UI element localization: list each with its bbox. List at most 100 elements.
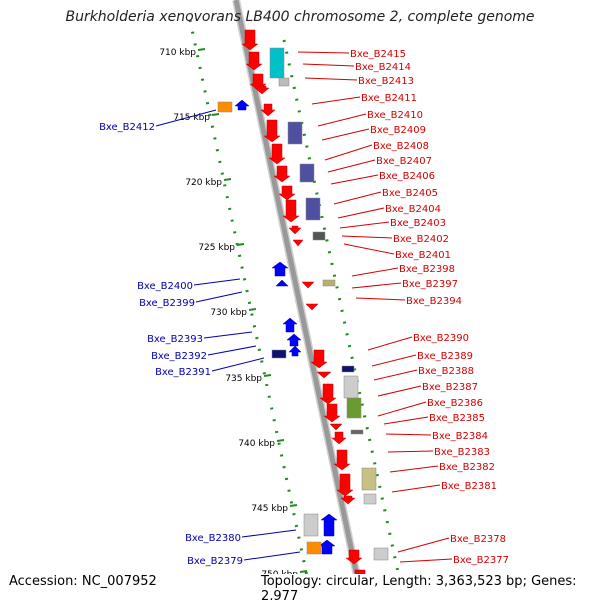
gene-label-leader — [385, 433, 432, 436]
feature-block — [271, 349, 287, 359]
topology-value: circular — [325, 574, 375, 589]
feature-block — [363, 493, 377, 505]
forward-gene-label: Bxe_B2397 — [402, 279, 458, 290]
forward-gene-label: Bxe_B2409 — [370, 125, 426, 136]
forward-gene-arrow — [273, 165, 291, 183]
forward-gene-label: Bxe_B2387 — [422, 382, 478, 393]
gene-label-leader — [341, 235, 393, 239]
forward-gene-arrow — [245, 51, 263, 71]
forward-gene-label: Bxe_B2378 — [450, 534, 506, 545]
feature-block — [373, 547, 389, 561]
forward-gene-label: Bxe_B2381 — [441, 481, 497, 492]
forward-gene-label: Bxe_B2414 — [355, 62, 411, 73]
gene-label-leader — [377, 385, 422, 397]
backbone-line — [233, 0, 365, 600]
ruler-tick — [276, 439, 285, 442]
gene-label-leader — [155, 109, 217, 127]
forward-gene-arrow — [278, 185, 296, 201]
forward-gene-label: Bxe_B2377 — [453, 555, 509, 566]
gene-label-leader — [355, 297, 406, 301]
forward-gene-label: Bxe_B2404 — [385, 204, 441, 215]
ruler-tick — [289, 504, 298, 507]
genes-value: 2,977 — [261, 589, 299, 600]
ruler-label: 715 kbp — [173, 113, 210, 123]
gene-label-leader — [383, 416, 429, 425]
feature-block — [278, 77, 290, 87]
reverse-gene-label: Bxe_B2412 — [99, 122, 155, 133]
reverse-gene-label: Bxe_B2399 — [139, 298, 195, 309]
reverse-gene-label: Bxe_B2391 — [155, 367, 211, 378]
forward-gene-arrow — [301, 281, 315, 289]
gene-label-leader — [211, 357, 265, 372]
gene-label-leader — [203, 331, 253, 339]
forward-gene-label: Bxe_B2389 — [417, 351, 473, 362]
gene-label-leader — [330, 174, 379, 185]
feature-block — [350, 429, 364, 435]
forward-gene-arrow — [345, 549, 363, 565]
ruler-label: 740 kbp — [238, 439, 275, 449]
gene-label-leader — [297, 51, 350, 54]
ruler-dots-0 — [188, 19, 314, 600]
ruler-tick — [197, 48, 206, 51]
feature-block — [322, 279, 336, 287]
forward-gene-label: Bxe_B2383 — [434, 447, 490, 458]
feature-block — [361, 467, 377, 491]
forward-gene-arrow — [260, 103, 276, 117]
feature-block — [303, 513, 319, 537]
gene-label-leader — [195, 291, 243, 303]
reverse-gene-arrow — [318, 539, 336, 555]
map-title: Burkholderia xenovorans LB400 chromosome… — [65, 9, 535, 25]
forward-gene-label: Bxe_B2401 — [395, 250, 451, 261]
feature-block — [217, 101, 233, 113]
forward-gene-label: Bxe_B2415 — [350, 49, 406, 60]
ruler-tick — [248, 308, 257, 311]
forward-gene-label: Bxe_B2411 — [361, 93, 417, 104]
ruler-label: 725 kbp — [198, 243, 235, 253]
length-label: Length: — [382, 574, 432, 589]
forward-gene-label: Bxe_B2413 — [358, 76, 414, 87]
forward-gene-label: Bxe_B2405 — [382, 188, 438, 199]
ruler-tick — [223, 178, 232, 181]
gene-label-leader — [317, 113, 367, 127]
forward-gene-arrow — [319, 383, 337, 405]
forward-gene-arrow — [282, 199, 300, 223]
gene-label-leader — [241, 529, 297, 538]
gene-label-leader — [397, 537, 450, 553]
gene-label-leader — [343, 243, 395, 255]
feature-block — [299, 163, 315, 183]
accession-text: Accession: NC_007952 — [6, 574, 160, 589]
ruler-label: 735 kbp — [225, 374, 262, 384]
genome-stats-text: Topology: circular, Length: 3,363,523 bp… — [258, 574, 600, 600]
feature-block — [346, 397, 362, 419]
forward-gene-arrow — [329, 423, 343, 431]
forward-gene-label: Bxe_B2385 — [429, 413, 485, 424]
gene-label-leader — [377, 401, 427, 417]
gene-label-leader — [399, 558, 453, 563]
gene-label-leader — [373, 369, 418, 381]
reverse-gene-label: Bxe_B2379 — [187, 556, 243, 567]
accession-label: Accession: — [9, 574, 78, 589]
forward-gene-label: Bxe_B2403 — [390, 218, 446, 229]
feature-block — [341, 365, 355, 373]
forward-gene-arrow — [310, 349, 328, 369]
gene-label-leader — [207, 345, 257, 356]
forward-gene-label: Bxe_B2382 — [439, 462, 495, 473]
forward-gene-label: Bxe_B2402 — [393, 234, 449, 245]
forward-gene-label: Bxe_B2388 — [418, 366, 474, 377]
reverse-gene-arrow — [282, 317, 298, 333]
forward-gene-arrow — [316, 371, 332, 379]
forward-gene-arrow — [323, 403, 341, 423]
forward-gene-arrow — [241, 29, 259, 51]
gene-label-leader — [391, 484, 441, 493]
ruler-label: 745 kbp — [251, 504, 288, 514]
reverse-gene-arrow — [286, 333, 302, 347]
accession-value: NC_007952 — [81, 574, 157, 589]
feature-block — [269, 47, 285, 79]
forward-gene-label: Bxe_B2384 — [432, 431, 488, 442]
feature-block — [312, 231, 326, 241]
gene-label-leader — [337, 207, 385, 219]
reverse-gene-label: Bxe_B2393 — [147, 334, 203, 345]
forward-gene-arrow — [268, 143, 286, 165]
forward-gene-arrow — [340, 495, 356, 505]
gene-label-leader — [387, 450, 434, 453]
